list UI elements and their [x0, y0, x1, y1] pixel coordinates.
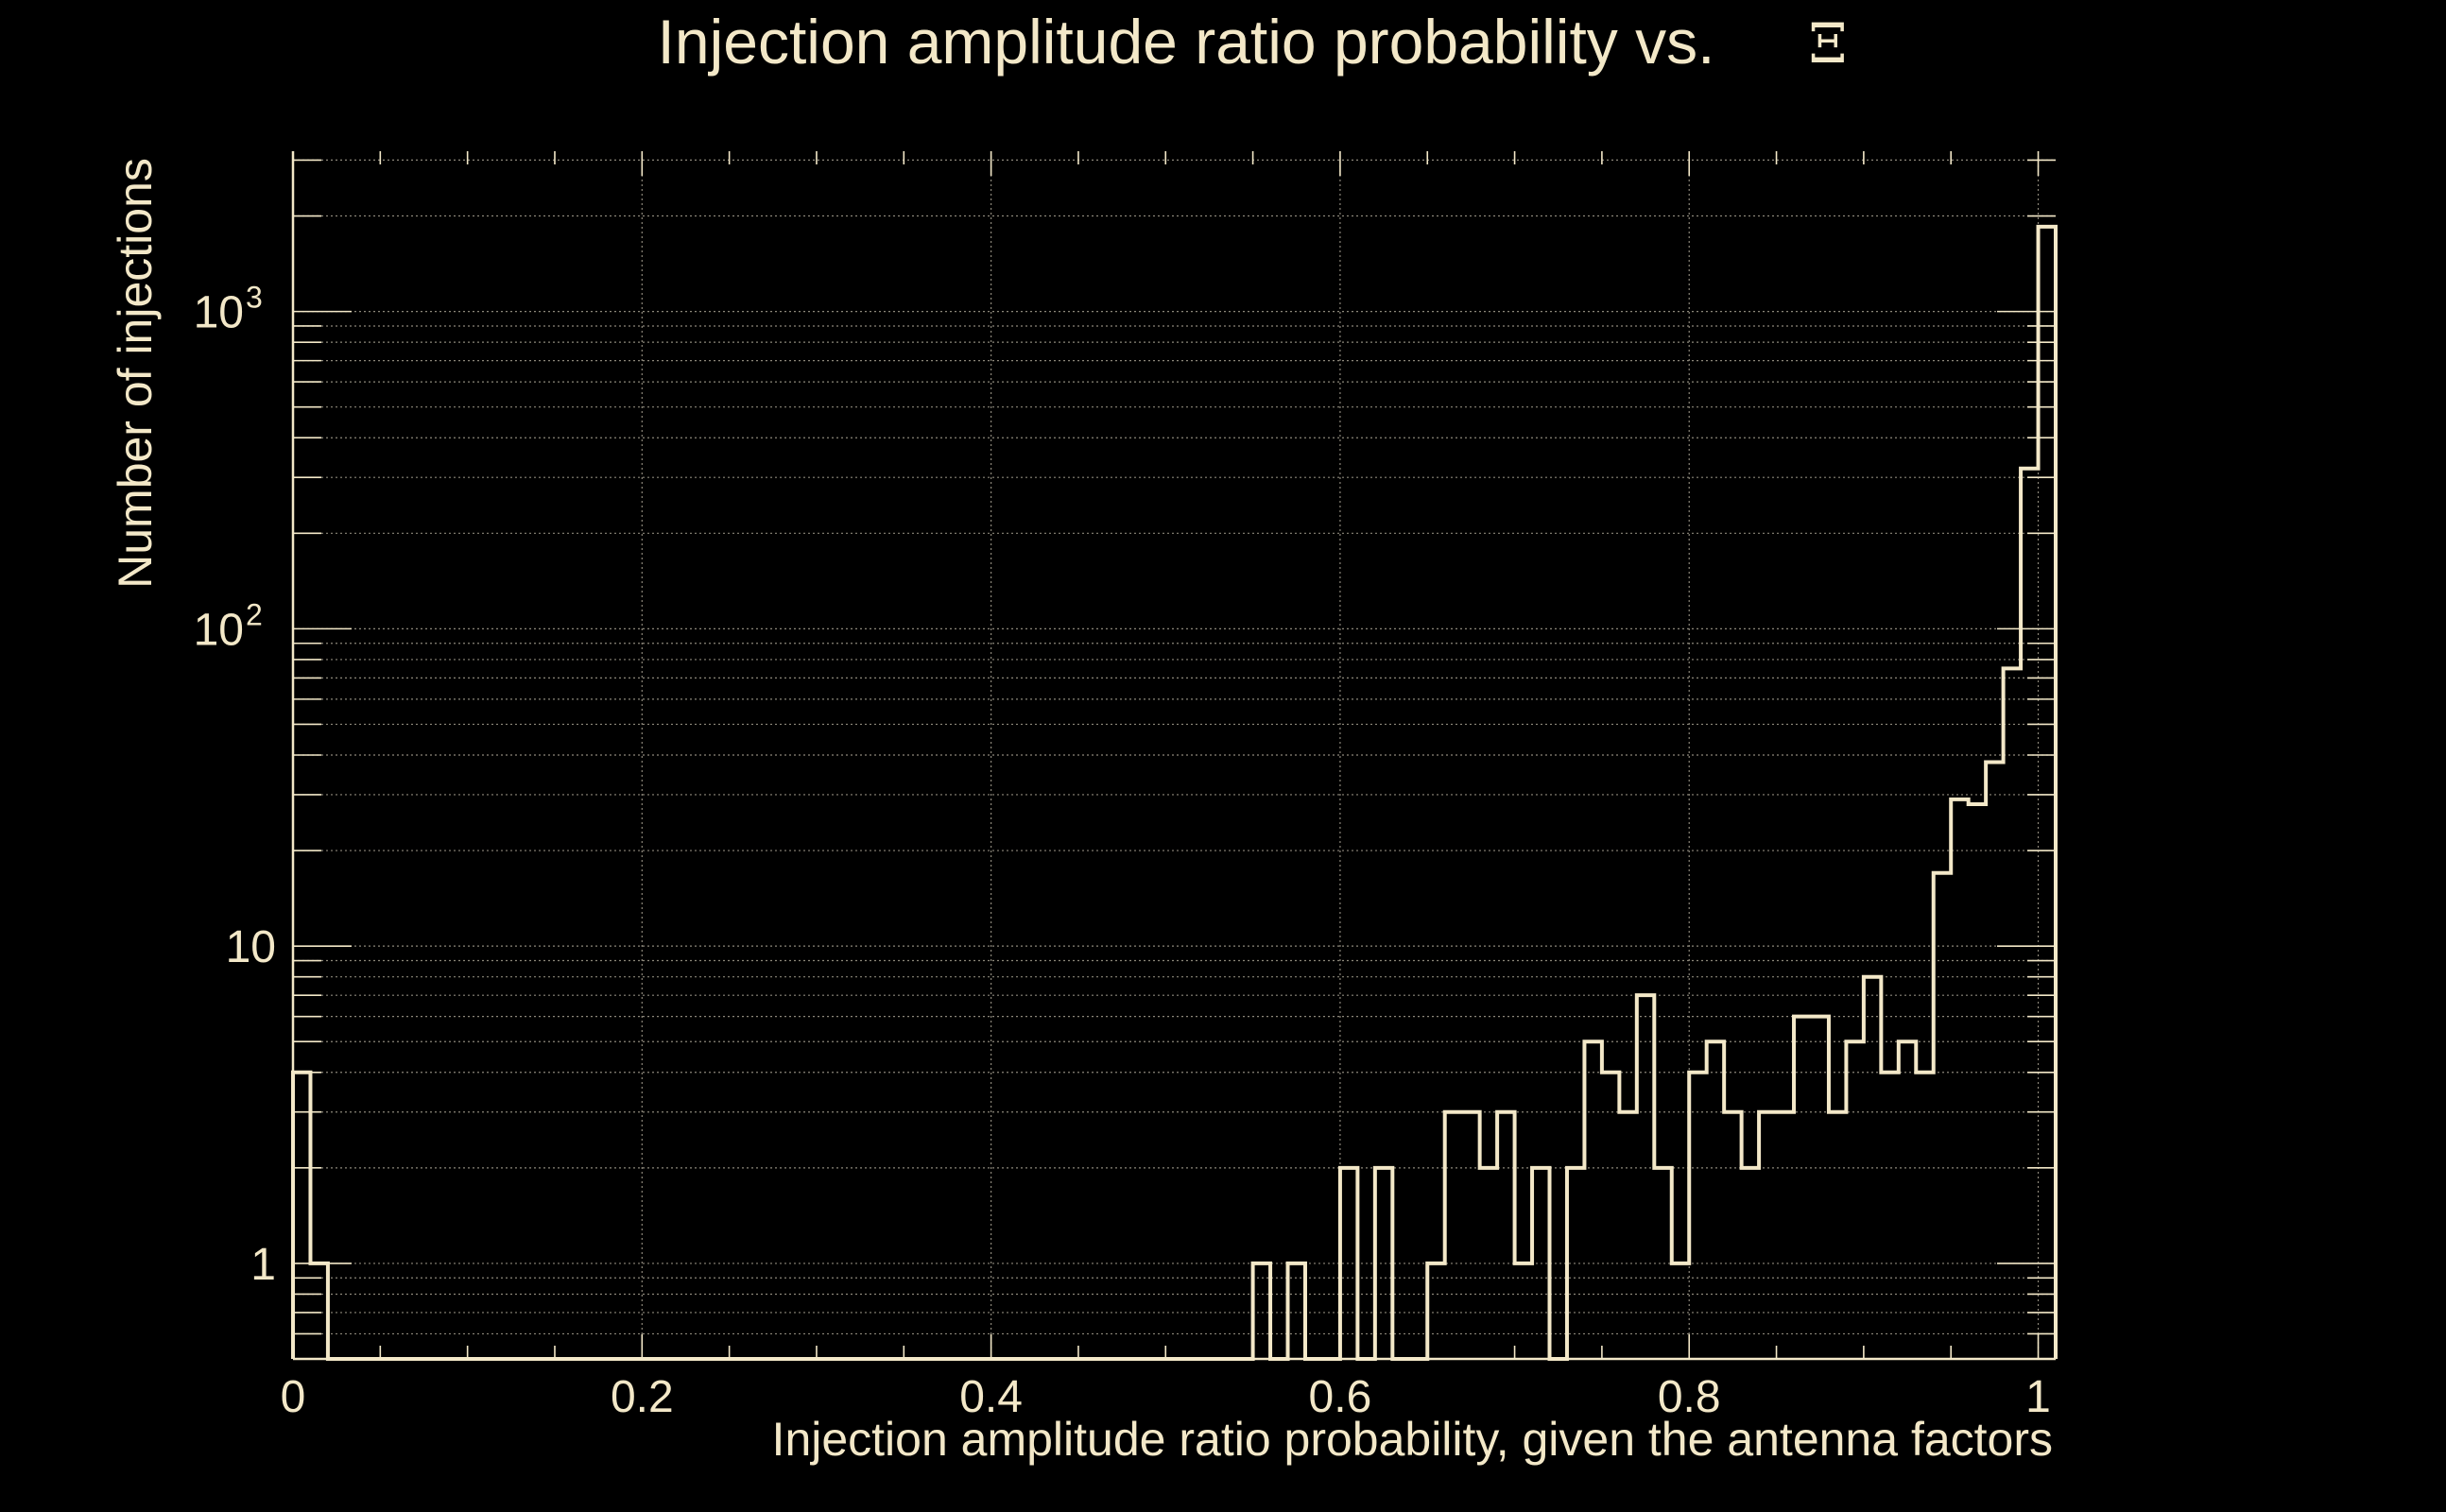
histogram-bin — [1899, 1041, 1916, 1359]
histogram-bin — [1375, 1168, 1392, 1359]
histogram-bin — [310, 1263, 327, 1359]
histogram-bin — [1811, 1017, 1828, 1359]
histogram-bin — [1584, 1041, 1601, 1359]
chart-title: Injection amplitude ratio probability vs… — [658, 7, 1715, 77]
histogram-bin — [1829, 1112, 1846, 1359]
histogram-bin — [1934, 873, 1951, 1359]
x-tick-label: 0.4 — [959, 1372, 1023, 1422]
histogram-bin — [1794, 1017, 1811, 1359]
histogram-bin — [1689, 1073, 1706, 1359]
histogram-bin — [1707, 1041, 1724, 1359]
histogram-bin — [1462, 1112, 1479, 1359]
y-tick-label: 10 — [226, 922, 276, 972]
x-tick-label: 0.8 — [1658, 1372, 1721, 1422]
histogram-bin — [1637, 995, 1654, 1359]
x-tick-label: 0 — [281, 1372, 306, 1422]
histogram-bin — [1881, 1073, 1898, 1359]
plot-axes — [291, 151, 2056, 1361]
histogram-bin — [1445, 1112, 1462, 1359]
histogram-bin — [1986, 762, 2003, 1359]
histogram-bin — [1742, 1168, 1759, 1359]
histogram-bin — [1969, 804, 1986, 1359]
histogram-bin — [2039, 227, 2056, 1359]
histogram-bin — [2021, 469, 2038, 1359]
histogram-bin — [1619, 1112, 1636, 1359]
histogram-bin — [1916, 1073, 1933, 1359]
histogram-bin — [1951, 799, 1968, 1359]
y-tick-label: 10 — [194, 605, 244, 655]
histogram-bin — [1724, 1112, 1741, 1359]
histogram-bin — [1427, 1263, 1444, 1359]
x-axis-label: Injection amplitude ratio probability, g… — [772, 1413, 2053, 1466]
histogram-bin — [1602, 1073, 1619, 1359]
histogram-bin — [1864, 977, 1881, 1359]
y-tick-label-exponent: 2 — [246, 597, 263, 631]
histogram-bin — [2004, 668, 2021, 1359]
chart-title-symbol: Ξ — [1809, 11, 1848, 76]
minor-ticks — [292, 151, 2056, 1360]
y-tick-label: 10 — [194, 288, 244, 338]
histogram-bin — [1480, 1168, 1497, 1359]
histogram-bin — [1532, 1168, 1549, 1359]
histogram-bin — [1340, 1168, 1357, 1359]
histogram-bin — [1672, 1263, 1689, 1359]
histogram-bin — [1567, 1168, 1584, 1359]
x-tick-label: 0.6 — [1309, 1372, 1372, 1422]
y-tick-label-exponent: 3 — [246, 281, 263, 315]
histogram-bin — [1777, 1112, 1794, 1359]
histogram-bin — [1759, 1112, 1776, 1359]
y-axis-label: Number of injections — [109, 158, 162, 589]
x-tick-label: 1 — [2025, 1372, 2051, 1422]
x-tick-label: 0.2 — [611, 1372, 674, 1422]
histogram-bin — [293, 1073, 310, 1359]
histogram-bin — [1497, 1112, 1514, 1359]
histogram-bin — [1253, 1263, 1270, 1359]
histogram-bin — [1515, 1263, 1532, 1359]
histogram-bin — [1846, 1041, 1863, 1359]
y-tick-label: 1 — [250, 1240, 276, 1290]
histogram-bin — [1288, 1263, 1305, 1359]
histogram-bin — [1654, 1168, 1671, 1359]
